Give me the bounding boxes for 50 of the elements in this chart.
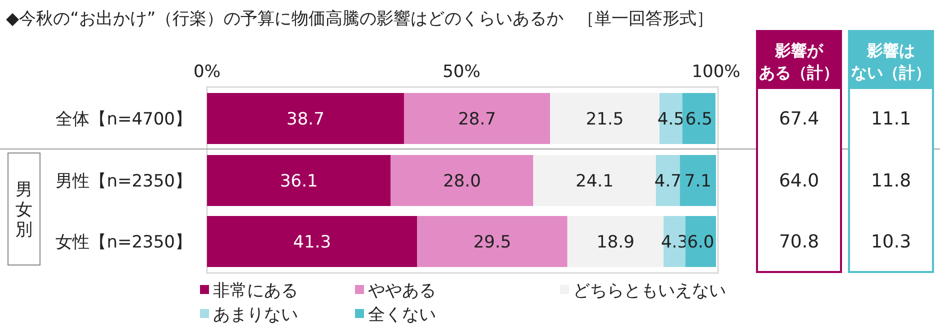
text: 男女別 (16, 180, 32, 240)
bar (207, 93, 404, 144)
legend-label: 全くない (368, 305, 436, 325)
legend-label: どちらともいえない (573, 281, 726, 301)
data-label: 21.5 (586, 110, 624, 130)
text: 影響がある（計） (759, 41, 839, 82)
text: 影響はない（計） (851, 41, 931, 82)
data-label: 4.7 (654, 172, 682, 192)
bar (390, 155, 534, 206)
chart-title: ◆今秋の“お出かけ”（行楽）の予算に物価高騰の影響はどのくらいあるか (6, 9, 564, 29)
y-tick-label: 男性【n=2350】 (56, 172, 192, 192)
bar (680, 155, 716, 206)
x-tick-label: 100% (692, 62, 740, 82)
data-label: 6.5 (685, 110, 712, 130)
bar (207, 155, 391, 206)
y-tick-label: 女性【n=2350】 (56, 232, 192, 252)
bar (682, 93, 716, 144)
data-label: 4.5 (657, 110, 684, 130)
x-tick-label: 50% (442, 62, 480, 82)
text: 11.8 (870, 170, 912, 192)
bar (404, 93, 550, 144)
chart-subtitle: ［単一回答形式］ (578, 9, 714, 29)
text: 11.1 (870, 108, 912, 130)
data-label: 18.9 (596, 232, 634, 252)
legend-label: 非常にある (213, 281, 298, 301)
data-label: 29.5 (473, 232, 512, 252)
text: 64.0 (778, 170, 820, 192)
data-label: 28.7 (458, 110, 496, 130)
bar (550, 93, 660, 144)
text: 67.4 (778, 108, 820, 130)
bar (533, 155, 656, 206)
bar (417, 216, 568, 267)
bar (660, 93, 682, 144)
data-label: 6.0 (687, 232, 714, 252)
bar (685, 216, 716, 267)
data-label: 41.3 (293, 232, 332, 252)
bar (207, 216, 418, 267)
data-label: 36.1 (280, 172, 318, 192)
data-label: 38.7 (286, 110, 324, 130)
x-tick-label: 0% (194, 62, 220, 82)
data-label: 7.1 (684, 172, 712, 192)
text: 10.3 (870, 232, 912, 252)
y-tick-label: 全体【n=4700】 (56, 110, 192, 130)
data-label: 28.0 (443, 172, 481, 192)
text: 70.8 (778, 232, 820, 252)
legend-label: ややある (368, 281, 436, 301)
bar (664, 216, 686, 267)
data-label: 24.1 (576, 172, 614, 192)
bar (656, 155, 680, 206)
legend-label: あまりない (213, 305, 298, 325)
